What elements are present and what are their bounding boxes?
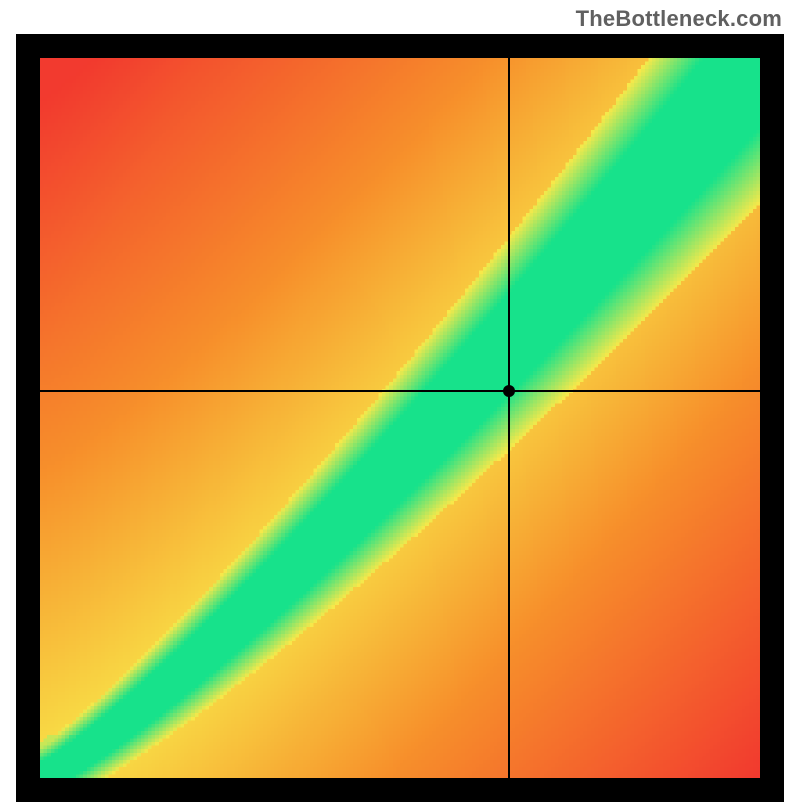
crosshair-horizontal	[40, 390, 760, 392]
plot-area	[16, 34, 784, 802]
chart-container: TheBottleneck.com	[0, 0, 800, 800]
crosshair-marker	[503, 385, 515, 397]
heatmap-canvas	[40, 58, 760, 778]
crosshair-vertical	[508, 58, 510, 778]
attribution-text: TheBottleneck.com	[576, 6, 782, 32]
